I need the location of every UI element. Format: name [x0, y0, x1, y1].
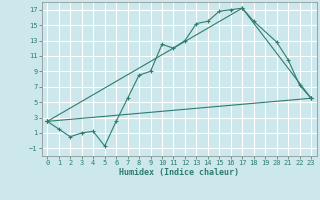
X-axis label: Humidex (Indice chaleur): Humidex (Indice chaleur): [119, 168, 239, 177]
